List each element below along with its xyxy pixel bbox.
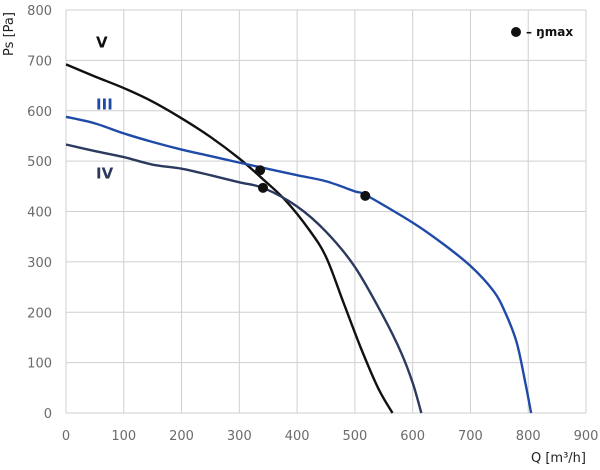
x-tick-label: 300 bbox=[227, 429, 252, 444]
x-tick-label: 900 bbox=[574, 429, 599, 444]
y-tick-label: 800 bbox=[27, 4, 52, 19]
y-tick-label: 600 bbox=[27, 105, 52, 120]
y-axis-title: Ps [Pa] bbox=[2, 12, 17, 56]
efficiency-marker-iii bbox=[360, 190, 371, 201]
x-tick-label: 400 bbox=[285, 429, 310, 444]
y-tick-label: 300 bbox=[27, 256, 52, 271]
y-tick-label: 200 bbox=[27, 306, 52, 321]
series-line-iv bbox=[65, 143, 423, 414]
y-tick-label: 700 bbox=[27, 54, 52, 69]
efficiency-marker-v bbox=[255, 165, 266, 176]
x-tick-label: 500 bbox=[342, 429, 367, 444]
series-line-v bbox=[65, 63, 394, 414]
curve-labels: V III IV bbox=[96, 34, 114, 183]
x-tick-label: 800 bbox=[516, 429, 541, 444]
series-lines bbox=[65, 63, 533, 414]
x-tick-label: 0 bbox=[62, 429, 70, 444]
y-tick-label: 500 bbox=[27, 155, 52, 170]
y-tick-label: 400 bbox=[27, 206, 52, 221]
y-tick-label: 100 bbox=[27, 357, 52, 372]
legend-label: – ŋmax bbox=[526, 25, 573, 39]
curve-label-v: V bbox=[96, 34, 108, 52]
legend: – ŋmax bbox=[511, 25, 573, 39]
x-axis-title: Q [m³/h] bbox=[531, 451, 586, 466]
x-tick-label: 700 bbox=[458, 429, 483, 444]
curve-label-iv: IV bbox=[96, 165, 114, 183]
x-tick-label: 200 bbox=[169, 429, 194, 444]
tick-labels: 0 100 200 300 400 500 600 700 800 900 0 100 200 300 40… bbox=[27, 4, 598, 444]
y-tick-label: 0 bbox=[44, 407, 52, 422]
efficiency-marker-iv bbox=[258, 182, 269, 193]
efficiency-markers bbox=[255, 165, 371, 201]
x-tick-label: 600 bbox=[400, 429, 425, 444]
legend-marker-dot bbox=[511, 27, 521, 37]
grid bbox=[65, 9, 587, 414]
curve-label-iii: III bbox=[96, 96, 113, 114]
series-line-iii bbox=[65, 115, 533, 414]
x-tick-label: 100 bbox=[111, 429, 136, 444]
